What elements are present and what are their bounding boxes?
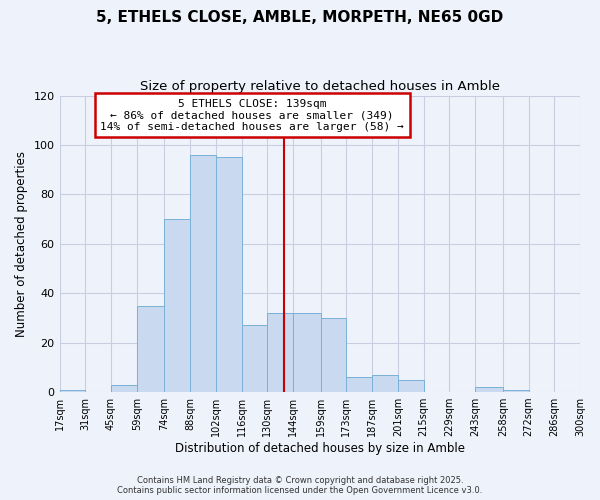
Text: 5, ETHELS CLOSE, AMBLE, MORPETH, NE65 0GD: 5, ETHELS CLOSE, AMBLE, MORPETH, NE65 0G… — [97, 10, 503, 25]
Bar — [293, 313, 320, 392]
Bar — [268, 313, 293, 392]
Bar — [137, 306, 164, 392]
Y-axis label: Number of detached properties: Number of detached properties — [15, 151, 28, 337]
Bar — [111, 384, 137, 392]
Bar — [503, 390, 529, 392]
Bar — [320, 318, 346, 392]
Title: Size of property relative to detached houses in Amble: Size of property relative to detached ho… — [140, 80, 500, 93]
Bar — [475, 387, 503, 392]
Bar — [580, 390, 600, 392]
Bar — [372, 375, 398, 392]
X-axis label: Distribution of detached houses by size in Amble: Distribution of detached houses by size … — [175, 442, 465, 455]
Bar — [398, 380, 424, 392]
Bar — [190, 155, 216, 392]
Text: Contains HM Land Registry data © Crown copyright and database right 2025.
Contai: Contains HM Land Registry data © Crown c… — [118, 476, 482, 495]
Bar — [216, 158, 242, 392]
Bar — [242, 326, 268, 392]
Bar — [59, 390, 85, 392]
Text: 5 ETHELS CLOSE: 139sqm
← 86% of detached houses are smaller (349)
14% of semi-de: 5 ETHELS CLOSE: 139sqm ← 86% of detached… — [100, 98, 404, 132]
Bar — [346, 378, 372, 392]
Bar — [164, 219, 190, 392]
